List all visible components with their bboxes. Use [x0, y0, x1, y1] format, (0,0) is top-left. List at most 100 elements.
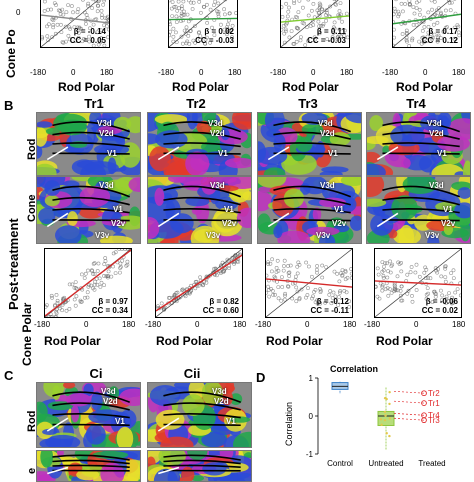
area-label: V3d — [212, 387, 227, 396]
b-x-tick: 0 — [414, 320, 418, 329]
untreated-point — [380, 424, 382, 426]
panel-letter-b: B — [4, 98, 13, 113]
area-label: V3d — [210, 181, 225, 190]
area-label: V1 — [107, 149, 117, 158]
area-label: V3d — [101, 387, 116, 396]
untreated-point — [388, 403, 390, 405]
row-label-post-treatment: Post-treatment — [6, 218, 21, 310]
area-label: V2d — [214, 397, 229, 406]
treated-label-tr2: Tr2 — [428, 389, 440, 398]
cc-stat: CC = -0.11 — [311, 306, 349, 315]
area-label: V2v — [441, 219, 455, 228]
area-label: V3d — [99, 181, 114, 190]
top-x-tick: -180 — [30, 68, 46, 77]
x-axis-label-top-1: Rod Polar — [58, 80, 115, 94]
cc-stat: CC = 0.05 — [70, 36, 106, 45]
area-label: V3v — [425, 231, 439, 240]
treated-label-tr1: Tr1 — [428, 399, 440, 408]
top-x-tick: 0 — [71, 68, 75, 77]
x-axis-label-top-3: Rod Polar — [282, 80, 339, 94]
b-x-tick: 180 — [233, 320, 246, 329]
area-label: V3d — [427, 119, 442, 128]
b-x-tick: -180 — [364, 320, 380, 329]
area-label: V3d — [208, 119, 223, 128]
cc-stat: CC = -0.03 — [195, 36, 234, 45]
b-x-tick: 0 — [305, 320, 309, 329]
x-axis-label-top-2: Rod Polar — [172, 80, 229, 94]
column-title-cii: Cii — [162, 366, 222, 381]
beta-stat: β = 0.11 — [317, 27, 346, 36]
untreated-point — [384, 411, 386, 413]
column-title-tr1: Tr1 — [64, 96, 124, 111]
untreated-point — [384, 419, 386, 421]
chart-y-axis-label: Correlation — [284, 402, 294, 446]
top-x-tick: 180 — [228, 68, 241, 77]
area-label: V2d — [320, 129, 335, 138]
top-x-tick: 180 — [100, 68, 113, 77]
cone-map-ci — [36, 450, 141, 482]
panel-letter-c: C — [4, 368, 13, 383]
area-label: V2d — [429, 129, 444, 138]
area-label: V3d — [318, 119, 333, 128]
beta-stat: β = -0.14 — [74, 27, 106, 36]
x-category-label: Treated — [418, 459, 445, 468]
b-x-tick: 0 — [84, 320, 88, 329]
untreated-point — [384, 414, 386, 416]
tick-label-top: 0 — [16, 8, 20, 17]
column-title-tr2: Tr2 — [166, 96, 226, 111]
y-tick-label: 1 — [309, 374, 314, 383]
x-axis-label-top-4: Rod Polar — [396, 80, 453, 94]
x-category-label: Control — [327, 459, 353, 468]
untreated-point — [388, 391, 390, 393]
area-label: V2v — [111, 219, 125, 228]
b-x-tick: 0 — [195, 320, 199, 329]
area-label: V2d — [210, 129, 225, 138]
area-label: V1 — [115, 417, 125, 426]
cone-map-cii — [147, 450, 252, 482]
b-x-tick: -180 — [34, 320, 50, 329]
top-x-tick: 0 — [311, 68, 315, 77]
area-label: V3d — [429, 181, 444, 190]
column-title-ci: Ci — [66, 366, 126, 381]
treated-label-tr3: Tr3 — [428, 416, 440, 425]
x-category-label: Untreated — [368, 459, 403, 468]
x-axis-label-b-1: Rod Polar — [44, 334, 101, 348]
beta-stat: β = 0.82 — [209, 297, 239, 306]
area-label: V3v — [206, 231, 220, 240]
area-label: V1 — [334, 205, 344, 214]
top-x-tick: -180 — [270, 68, 286, 77]
box-control — [332, 382, 348, 394]
y-axis-label-top: Cone Po — [4, 29, 18, 78]
area-label: V2v — [222, 219, 236, 228]
area-label: V1 — [437, 149, 447, 158]
untreated-point — [385, 398, 387, 400]
beta-stat: β = -0.12 — [317, 297, 349, 306]
untreated-point — [388, 435, 390, 437]
top-x-tick: 0 — [199, 68, 203, 77]
b-x-tick: 180 — [122, 320, 135, 329]
area-label: V3d — [320, 181, 335, 190]
area-label: V1 — [443, 205, 453, 214]
area-label: V1 — [226, 417, 236, 426]
area-label: V3v — [95, 231, 109, 240]
beta-stat: β = 0.17 — [428, 27, 458, 36]
x-axis-label-b-4: Rod Polar — [376, 334, 433, 348]
untreated-point — [380, 418, 382, 420]
beta-stat: β = 0.97 — [98, 297, 128, 306]
untreated-point — [389, 417, 391, 419]
y-tick-label: 0 — [309, 412, 314, 421]
b-x-tick: 180 — [343, 320, 356, 329]
cc-stat: CC = 0.60 — [203, 306, 239, 315]
